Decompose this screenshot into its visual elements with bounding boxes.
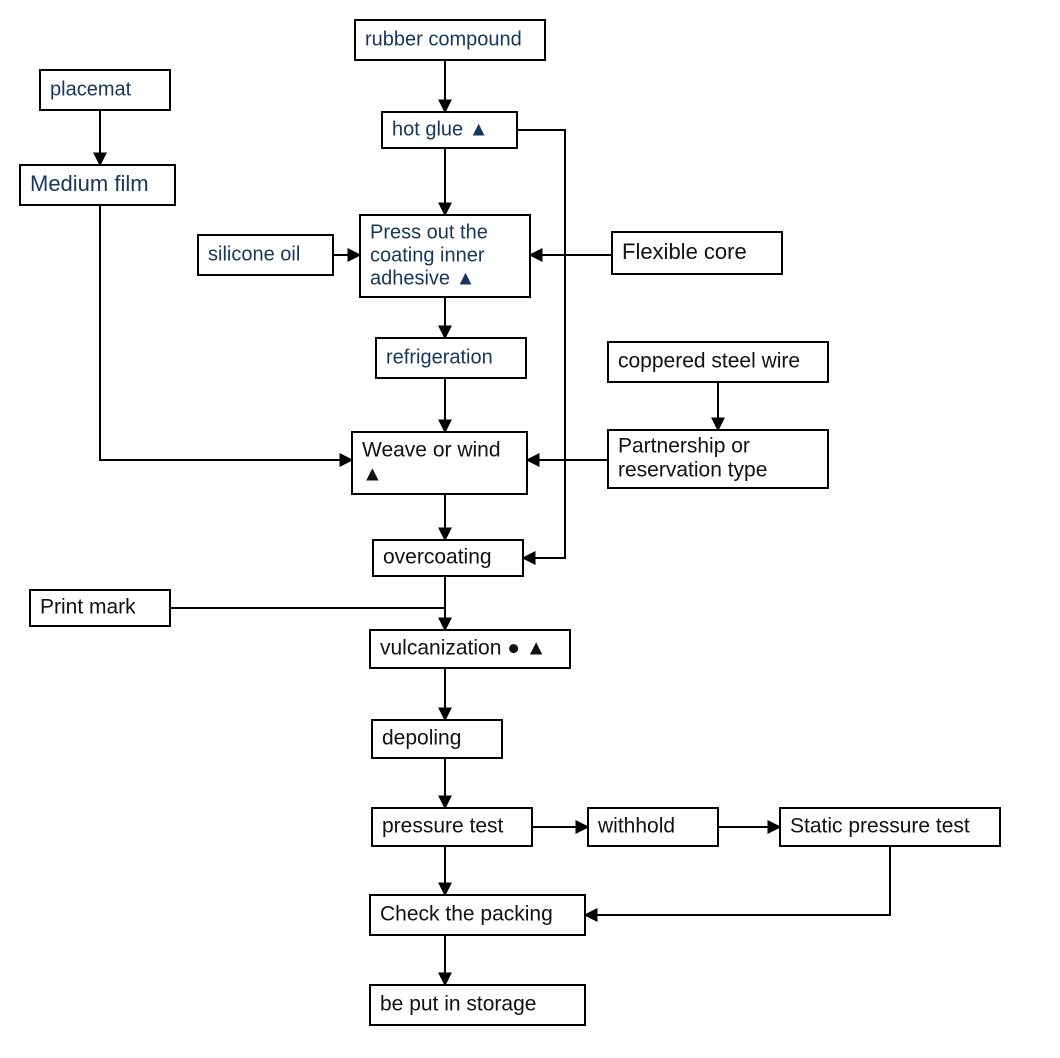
node-refrig: refrigeration [376, 338, 526, 378]
node-printmark: Print mark [30, 590, 170, 626]
node-weave: Weave or wind ▲ [352, 432, 527, 494]
node-pressout-label: adhesive ▲ [370, 267, 475, 289]
node-placemat-label: placemat [50, 78, 132, 100]
node-vulcan-label: vulcanization ● ▲ [380, 637, 547, 660]
node-partnership-label: Partnership or [618, 434, 750, 457]
node-coppered-label: coppered steel wire [618, 350, 800, 373]
node-withhold: withhold [588, 808, 718, 846]
node-pressout: Press out thecoating inneradhesive ▲ [360, 215, 530, 297]
node-overcoat: overcoating [373, 540, 523, 576]
node-placemat: placemat [40, 70, 170, 110]
node-silicone-label: silicone oil [208, 243, 300, 265]
node-mediumfilm: Medium film [20, 165, 175, 205]
node-ptest: pressure test [372, 808, 532, 846]
node-pressout-label: coating inner [370, 244, 485, 266]
node-printmark-label: Print mark [40, 596, 136, 619]
node-vulcan: vulcanization ● ▲ [370, 630, 570, 668]
node-rubber-label: rubber compound [365, 28, 522, 50]
node-depoling-label: depoling [382, 727, 461, 750]
node-ptest-label: pressure test [382, 815, 504, 838]
node-mediumfilm-label: Medium film [30, 171, 149, 196]
node-partnership-label: reservation type [618, 459, 767, 482]
node-weave-label: ▲ [362, 463, 383, 486]
node-withhold-label: withhold [597, 815, 675, 838]
node-storage: be put in storage [370, 985, 585, 1025]
node-pressout-label: Press out the [370, 221, 488, 243]
node-storage-label: be put in storage [380, 993, 536, 1016]
node-hotglue: hot glue ▲ [382, 112, 517, 148]
node-hotglue-label: hot glue ▲ [392, 118, 489, 140]
node-flexcore-label: Flexible core [622, 239, 747, 264]
node-flexcore: Flexible core [612, 232, 782, 274]
node-rubber: rubber compound [355, 20, 545, 60]
node-partnership: Partnership orreservation type [608, 430, 828, 488]
node-checkpack-label: Check the packing [380, 903, 553, 926]
node-coppered: coppered steel wire [608, 342, 828, 382]
node-overcoat-label: overcoating [383, 546, 492, 569]
node-depoling: depoling [372, 720, 502, 758]
node-static-label: Static pressure test [790, 815, 970, 838]
node-weave-label: Weave or wind [362, 438, 501, 461]
node-checkpack: Check the packing [370, 895, 585, 935]
node-static: Static pressure test [780, 808, 1000, 846]
node-refrig-label: refrigeration [386, 346, 493, 368]
flowchart-canvas: rubber compound placemat hot glue ▲ Medium … [0, 0, 1060, 1058]
node-silicone: silicone oil [198, 235, 333, 275]
